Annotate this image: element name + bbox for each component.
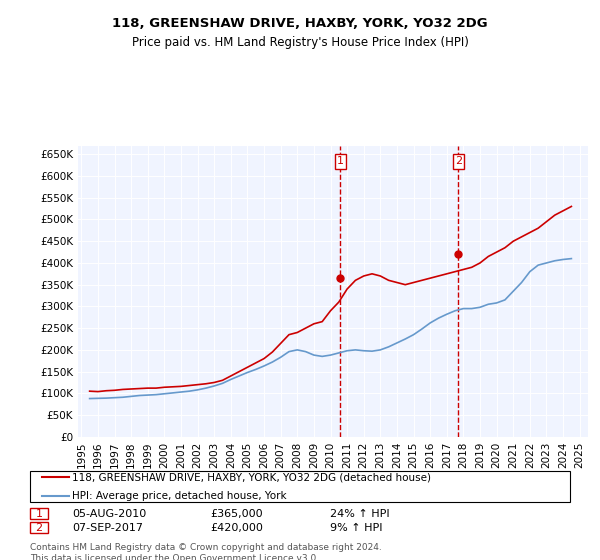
Text: 05-AUG-2010: 05-AUG-2010 — [72, 508, 146, 519]
Text: HPI: Average price, detached house, York: HPI: Average price, detached house, York — [72, 491, 287, 501]
Text: 2: 2 — [455, 156, 462, 166]
Text: £420,000: £420,000 — [210, 522, 263, 533]
Text: 118, GREENSHAW DRIVE, HAXBY, YORK, YO32 2DG (detached house): 118, GREENSHAW DRIVE, HAXBY, YORK, YO32 … — [72, 472, 431, 482]
Text: 1: 1 — [35, 508, 43, 519]
Text: 118, GREENSHAW DRIVE, HAXBY, YORK, YO32 2DG: 118, GREENSHAW DRIVE, HAXBY, YORK, YO32 … — [112, 17, 488, 30]
Text: Price paid vs. HM Land Registry's House Price Index (HPI): Price paid vs. HM Land Registry's House … — [131, 36, 469, 49]
Text: 24% ↑ HPI: 24% ↑ HPI — [330, 508, 389, 519]
Text: 07-SEP-2017: 07-SEP-2017 — [72, 522, 143, 533]
Text: £365,000: £365,000 — [210, 508, 263, 519]
Text: Contains HM Land Registry data © Crown copyright and database right 2024.
This d: Contains HM Land Registry data © Crown c… — [30, 543, 382, 560]
Text: 9% ↑ HPI: 9% ↑ HPI — [330, 522, 383, 533]
Text: 2: 2 — [35, 522, 43, 533]
Text: 1: 1 — [337, 156, 344, 166]
